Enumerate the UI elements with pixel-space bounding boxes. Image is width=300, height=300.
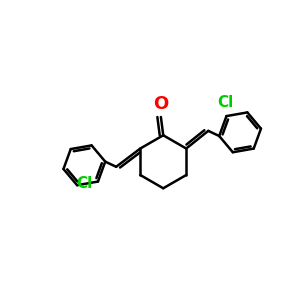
Text: Cl: Cl — [217, 95, 233, 110]
Text: Cl: Cl — [76, 176, 93, 190]
Text: O: O — [153, 94, 169, 112]
